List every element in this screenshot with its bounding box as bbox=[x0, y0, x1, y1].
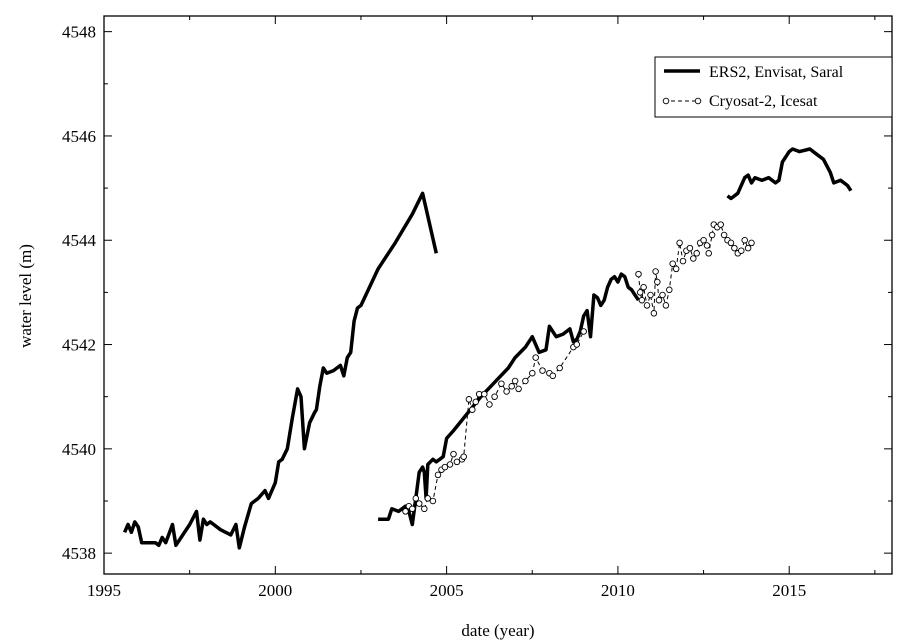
data-point-cryosat bbox=[741, 236, 748, 244]
legend-box bbox=[654, 56, 893, 118]
legend-marker-cryosat-right bbox=[694, 97, 702, 105]
data-point-cryosat bbox=[662, 302, 670, 309]
data-point-cryosat bbox=[532, 354, 539, 361]
data-point-cryosat bbox=[690, 255, 697, 262]
data-point-cryosat bbox=[511, 377, 519, 385]
y-axis-label: water level (m) bbox=[16, 244, 35, 348]
series-line-cryosat-segment-1 bbox=[638, 223, 752, 314]
data-point-cryosat bbox=[402, 508, 409, 515]
data-point-cryosat bbox=[469, 406, 476, 413]
data-point-cryosat bbox=[654, 278, 661, 286]
data-point-cryosat bbox=[421, 505, 428, 513]
data-point-cryosat bbox=[441, 463, 449, 471]
data-point-cryosat bbox=[708, 231, 716, 239]
data-point-cryosat bbox=[640, 283, 647, 291]
x-tick-label: 2000 bbox=[258, 581, 292, 600]
data-point-cryosat bbox=[727, 239, 735, 247]
data-point-cryosat bbox=[720, 231, 728, 239]
legend-label-ers2: ERS2, Envisat, Saral bbox=[709, 64, 844, 81]
series-line-ers2-segment-2 bbox=[726, 147, 853, 201]
y-tick-label: 4546 bbox=[62, 127, 96, 146]
data-point-cryosat bbox=[703, 242, 711, 249]
data-point-cryosat bbox=[647, 291, 654, 299]
data-point-cryosat bbox=[635, 270, 642, 278]
y-tick-label: 4544 bbox=[62, 231, 97, 250]
data-point-cryosat bbox=[529, 369, 536, 377]
x-tick-label: 2015 bbox=[772, 581, 806, 600]
data-point-cryosat bbox=[556, 364, 563, 372]
x-tick-label: 2005 bbox=[430, 581, 464, 600]
series-line-ers2-segment-1 bbox=[378, 272, 640, 527]
data-point-cryosat bbox=[693, 250, 700, 257]
data-point-cryosat bbox=[669, 260, 676, 267]
data-point-cryosat bbox=[731, 244, 738, 252]
data-point-cryosat bbox=[481, 390, 488, 398]
data-point-cryosat bbox=[738, 247, 745, 254]
data-point-cryosat bbox=[744, 244, 752, 252]
data-point-cryosat bbox=[434, 471, 442, 479]
series-line-cryosat-segment-0 bbox=[405, 331, 585, 512]
plot-frame bbox=[103, 15, 893, 575]
series-layer bbox=[122, 147, 853, 550]
data-point-cryosat bbox=[666, 286, 673, 294]
data-point-cryosat bbox=[486, 401, 493, 408]
data-point-cryosat bbox=[655, 296, 663, 304]
series-0 bbox=[122, 147, 853, 550]
data-point-cryosat bbox=[580, 328, 587, 335]
x-axis-label: date (year) bbox=[461, 621, 534, 640]
data-point-cryosat bbox=[515, 385, 522, 393]
data-point-cryosat bbox=[636, 289, 644, 296]
data-point-cryosat bbox=[705, 250, 712, 257]
data-point-cryosat bbox=[424, 495, 432, 502]
y-tick-label: 4538 bbox=[62, 544, 96, 563]
data-point-cryosat bbox=[409, 505, 416, 513]
data-point-cryosat bbox=[652, 268, 659, 275]
data-point-cryosat bbox=[643, 302, 651, 309]
data-point-cryosat bbox=[650, 310, 658, 317]
data-point-cryosat bbox=[717, 221, 724, 228]
data-point-cryosat bbox=[573, 341, 581, 348]
data-point-cryosat bbox=[672, 265, 680, 273]
data-point-cryosat bbox=[446, 461, 454, 468]
legend: ERS2, Envisat, Saral Cryosat-2, Icesat bbox=[654, 56, 893, 118]
data-point-cryosat bbox=[549, 372, 557, 380]
data-point-cryosat bbox=[522, 377, 529, 385]
data-point-cryosat bbox=[503, 388, 510, 395]
series-1 bbox=[402, 221, 755, 515]
data-point-cryosat bbox=[465, 396, 473, 403]
y-axis: 4538 4540 4542 4544 4546 4548 bbox=[62, 23, 892, 563]
data-point-cryosat bbox=[472, 398, 479, 406]
y-tick-label: 4540 bbox=[62, 440, 96, 459]
data-point-cryosat bbox=[748, 239, 755, 247]
data-point-cryosat bbox=[498, 380, 505, 387]
data-point-cryosat bbox=[412, 495, 420, 502]
data-point-cryosat bbox=[539, 367, 546, 374]
legend-label-cryosat: Cryosat-2, Icesat bbox=[709, 93, 818, 110]
y-tick-label: 4542 bbox=[62, 336, 96, 355]
data-point-cryosat bbox=[415, 500, 423, 507]
y-tick-label: 4548 bbox=[62, 23, 96, 42]
legend-marker-cryosat-left bbox=[662, 97, 670, 105]
data-point-cryosat bbox=[679, 257, 687, 265]
series-line-ers2-segment-0 bbox=[122, 191, 439, 550]
data-point-cryosat bbox=[450, 450, 457, 458]
data-point-cryosat bbox=[686, 244, 694, 252]
x-tick-label: 1995 bbox=[87, 581, 121, 600]
data-point-cryosat bbox=[508, 383, 515, 390]
x-tick-label: 2010 bbox=[601, 581, 635, 600]
data-point-cryosat bbox=[429, 497, 437, 505]
data-point-cryosat bbox=[453, 458, 461, 466]
data-point-cryosat bbox=[676, 239, 683, 247]
data-point-cryosat bbox=[460, 453, 467, 460]
data-point-cryosat bbox=[700, 236, 707, 244]
data-point-cryosat bbox=[659, 291, 666, 299]
data-point-cryosat bbox=[638, 296, 646, 304]
x-axis: 1995 2000 2005 2010 2015 bbox=[87, 16, 876, 600]
data-point-cryosat bbox=[491, 393, 498, 400]
